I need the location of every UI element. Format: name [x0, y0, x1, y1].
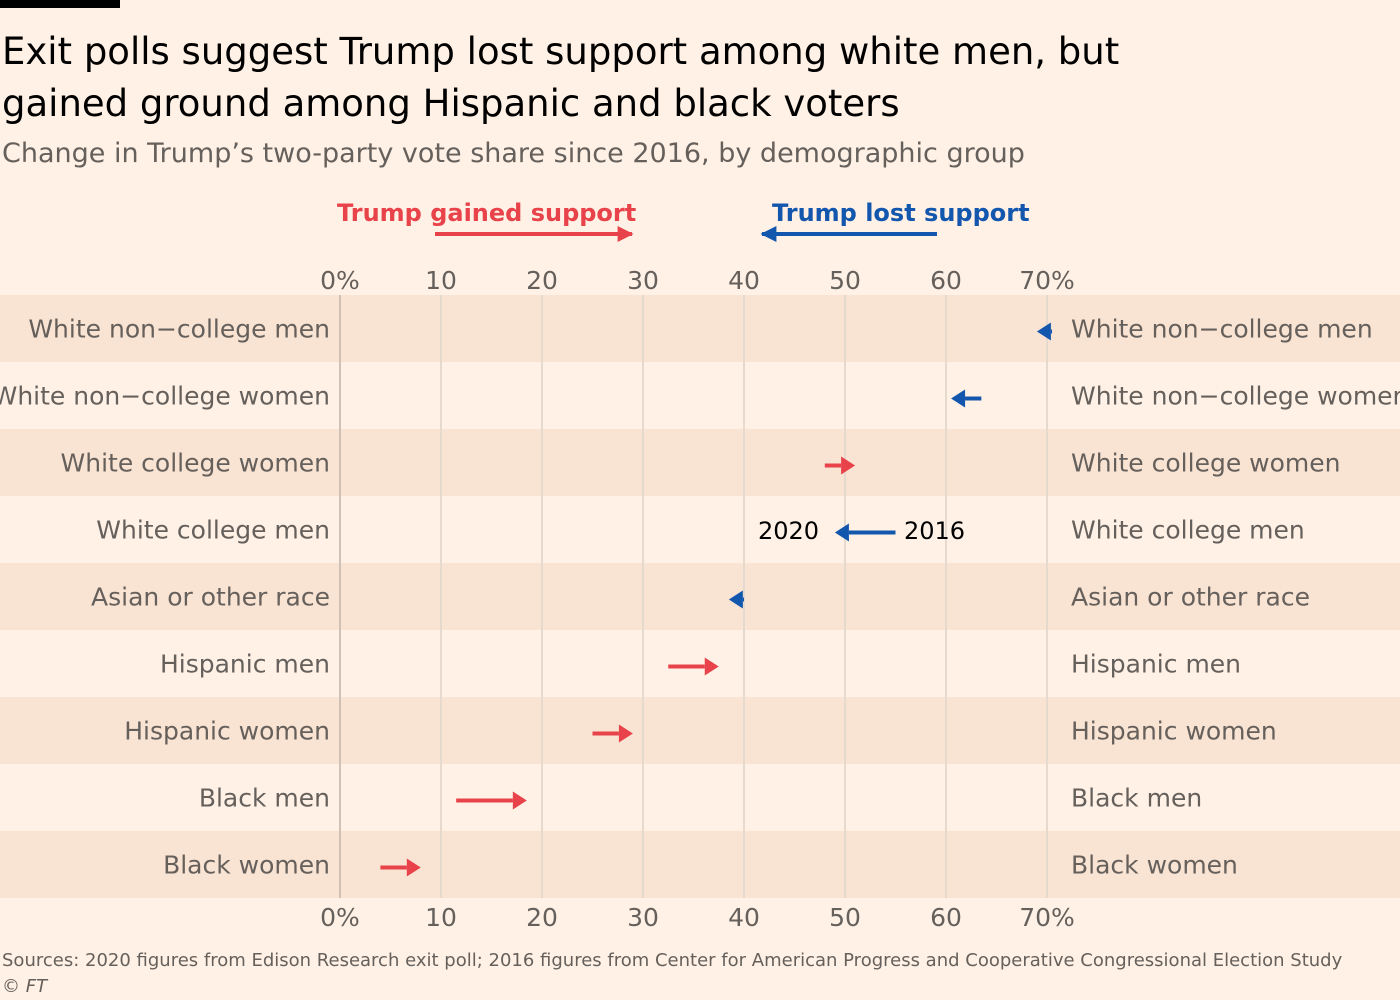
chart-title: Exit polls suggest Trump lost support am…: [2, 30, 1120, 125]
arrow-head-gained: [841, 456, 856, 475]
arrow-head-lost: [728, 590, 743, 609]
arrow-head-lost: [951, 389, 966, 408]
arrow-head-lost: [1036, 322, 1051, 341]
annotation-2016: 2016: [904, 517, 965, 545]
row-label-right: Hispanic men: [1071, 650, 1241, 679]
arrow-head-gained: [618, 724, 633, 743]
row-label-right: White non−college women: [1071, 382, 1400, 411]
row-label-left: White non−college men: [28, 315, 330, 344]
x-tick-label-top: 20: [526, 266, 558, 295]
row-band: [0, 831, 1400, 898]
row-label-left: Black men: [199, 784, 330, 813]
row-label-left: Hispanic women: [124, 717, 330, 746]
row-label-left: Asian or other race: [91, 583, 330, 612]
row-label-left: White college women: [61, 449, 330, 478]
row-label-right: Hispanic women: [1071, 717, 1277, 746]
row-label-right: White college women: [1071, 449, 1340, 478]
x-tick-label-bottom: 70%: [1019, 903, 1075, 932]
x-tick-label-bottom: 0%: [320, 903, 360, 932]
legend-gained-label: Trump gained support: [337, 199, 636, 227]
arrow-head-gained: [406, 858, 421, 877]
row-label-left: White college men: [96, 516, 330, 545]
legend-lost-label: Trump lost support: [772, 199, 1030, 227]
x-tick-label-bottom: 10: [425, 903, 457, 932]
row-label-left: Black women: [163, 851, 330, 880]
x-tick-label-top: 60: [930, 266, 962, 295]
ft-top-bar: [0, 0, 120, 8]
ft-credit: © FT: [2, 976, 48, 997]
x-tick-label-bottom: 20: [526, 903, 558, 932]
arrow-head-lost: [834, 523, 849, 542]
row-band: [0, 429, 1400, 496]
annotation-2020: 2020: [758, 517, 819, 545]
chart-subtitle: Change in Trump’s two-party vote share s…: [2, 138, 1025, 169]
x-tick-label-top: 0%: [320, 266, 360, 295]
row-band: [0, 295, 1400, 362]
x-tick-label-top: 30: [627, 266, 659, 295]
arrow-head-gained: [512, 791, 527, 810]
x-tick-label-bottom: 60: [930, 903, 962, 932]
row-band: [0, 563, 1400, 630]
row-label-right: Asian or other race: [1071, 583, 1310, 612]
x-tick-label-top: 70%: [1019, 266, 1075, 295]
x-tick-label-top: 50: [829, 266, 861, 295]
source-note: Sources: 2020 figures from Edison Resear…: [2, 950, 1343, 971]
x-tick-label-bottom: 40: [728, 903, 760, 932]
row-band: [0, 697, 1400, 764]
row-label-right: White college men: [1071, 516, 1305, 545]
x-tick-label-top: 40: [728, 266, 760, 295]
x-tick-label-bottom: 50: [829, 903, 861, 932]
row-label-right: Black men: [1071, 784, 1202, 813]
arrow-head-gained: [704, 657, 719, 676]
row-label-right: Black women: [1071, 851, 1238, 880]
x-tick-label-top: 10: [425, 266, 457, 295]
x-tick-label-bottom: 30: [627, 903, 659, 932]
row-label-left: White non−college women: [0, 382, 330, 411]
row-label-right: White non−college men: [1071, 315, 1373, 344]
row-label-left: Hispanic men: [160, 650, 330, 679]
